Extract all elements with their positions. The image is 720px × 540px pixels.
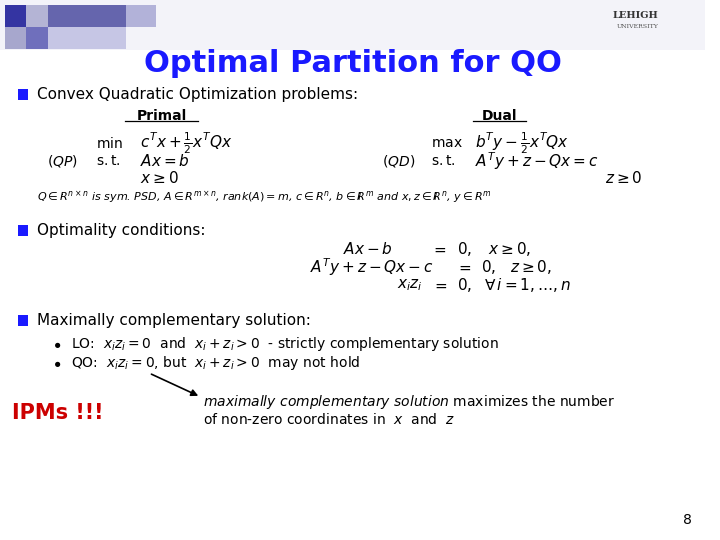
Bar xyxy=(5,27,27,49)
Text: 8: 8 xyxy=(683,513,692,527)
Text: LEHIGH: LEHIGH xyxy=(613,11,658,21)
Text: Optimality conditions:: Optimality conditions: xyxy=(37,224,206,239)
Text: $A^Ty + z - Qx = c$: $A^Ty + z - Qx = c$ xyxy=(475,150,599,172)
Text: Maximally complementary solution:: Maximally complementary solution: xyxy=(37,314,311,328)
Bar xyxy=(27,5,48,27)
Text: $0,$: $0,$ xyxy=(456,276,472,294)
Text: $\forall\, i = 1, \ldots, n$: $\forall\, i = 1, \ldots, n$ xyxy=(484,276,571,294)
Text: $=$: $=$ xyxy=(431,241,447,256)
Text: $A^Ty + z - Qx - c$: $A^Ty + z - Qx - c$ xyxy=(310,256,433,278)
Bar xyxy=(17,225,28,236)
Bar xyxy=(5,5,27,27)
Bar xyxy=(0,0,706,50)
Text: $Ax - b$: $Ax - b$ xyxy=(343,241,393,257)
Bar xyxy=(17,89,28,100)
Text: $\mathit{maximally\ complementary\ solution}$ maximizes the number: $\mathit{maximally\ complementary\ solut… xyxy=(203,393,615,411)
Text: IPMs !!!: IPMs !!! xyxy=(12,403,103,423)
Text: Optimal Partition for QO: Optimal Partition for QO xyxy=(144,49,562,78)
Text: Primal: Primal xyxy=(137,109,186,123)
Bar xyxy=(127,5,156,27)
Text: $0,$: $0,$ xyxy=(481,258,496,276)
Text: $\bullet$: $\bullet$ xyxy=(51,335,61,353)
Text: $z \geq 0$: $z \geq 0$ xyxy=(606,170,643,186)
Text: $c^Tx + \frac{1}{2}x^TQx$: $c^Tx + \frac{1}{2}x^TQx$ xyxy=(140,130,233,156)
Text: UNIVERSITY: UNIVERSITY xyxy=(616,24,658,30)
Text: $(QD)$: $(QD)$ xyxy=(382,153,415,169)
Text: Dual: Dual xyxy=(482,109,518,123)
Text: $\max$: $\max$ xyxy=(431,136,463,150)
Text: $Ax = b$: $Ax = b$ xyxy=(140,153,190,169)
Text: $x \geq 0,$: $x \geq 0,$ xyxy=(488,240,531,258)
Text: $z \geq 0,$: $z \geq 0,$ xyxy=(510,258,552,276)
Text: $0,$: $0,$ xyxy=(456,240,472,258)
Text: $x \geq 0$: $x \geq 0$ xyxy=(140,170,179,186)
Bar xyxy=(17,315,28,326)
Bar xyxy=(48,27,127,49)
Text: of non-zero coordinates in  $x$  and  $z$: of non-zero coordinates in $x$ and $z$ xyxy=(203,411,455,427)
Text: LO:  $x_iz_i = 0$  and  $x_i + z_i > 0$  - strictly complementary solution: LO: $x_iz_i = 0$ and $x_i + z_i > 0$ - s… xyxy=(71,335,498,353)
Text: $b^Ty - \frac{1}{2}x^TQx$: $b^Ty - \frac{1}{2}x^TQx$ xyxy=(475,130,570,156)
Text: $x_iz_i$: $x_iz_i$ xyxy=(397,277,423,293)
Text: $=$: $=$ xyxy=(432,278,448,293)
Bar xyxy=(27,27,48,49)
Text: $\mathrm{s.t.}$: $\mathrm{s.t.}$ xyxy=(431,154,456,168)
Bar xyxy=(48,5,127,27)
Text: $Q \in I\!\!R^{n\times n}$ is sym. PSD, $A \in I\!\!R^{m\times n}$, rank$(A) = m: $Q \in I\!\!R^{n\times n}$ is sym. PSD, … xyxy=(37,189,492,205)
Text: $\min$: $\min$ xyxy=(96,136,123,151)
Text: QO:  $x_iz_i = 0$, but  $x_i + z_i > 0$  may not hold: QO: $x_iz_i = 0$, but $x_i + z_i > 0$ ma… xyxy=(71,354,360,372)
Text: Convex Quadratic Optimization problems:: Convex Quadratic Optimization problems: xyxy=(37,87,359,103)
Text: $(QP)$: $(QP)$ xyxy=(47,153,78,169)
Text: $\mathrm{s.t.}$: $\mathrm{s.t.}$ xyxy=(96,154,121,168)
Text: $\bullet$: $\bullet$ xyxy=(51,354,61,372)
Text: $=$: $=$ xyxy=(456,260,472,274)
